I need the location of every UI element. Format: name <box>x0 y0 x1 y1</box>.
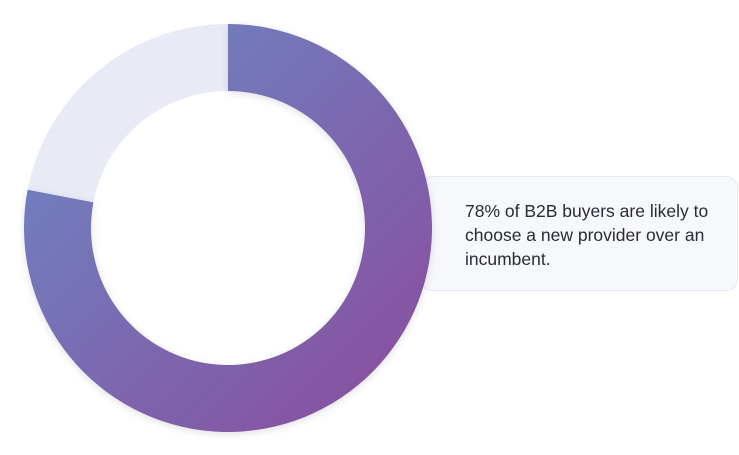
callout-card: 78% of B2B buyers are likely to choose a… <box>420 176 738 291</box>
donut-slices <box>23 24 432 432</box>
donut-chart <box>23 24 432 432</box>
callout-text: 78% of B2B buyers are likely to choose a… <box>465 201 709 269</box>
donut-slice-primary <box>23 24 432 432</box>
donut-slice-remainder <box>27 24 228 203</box>
